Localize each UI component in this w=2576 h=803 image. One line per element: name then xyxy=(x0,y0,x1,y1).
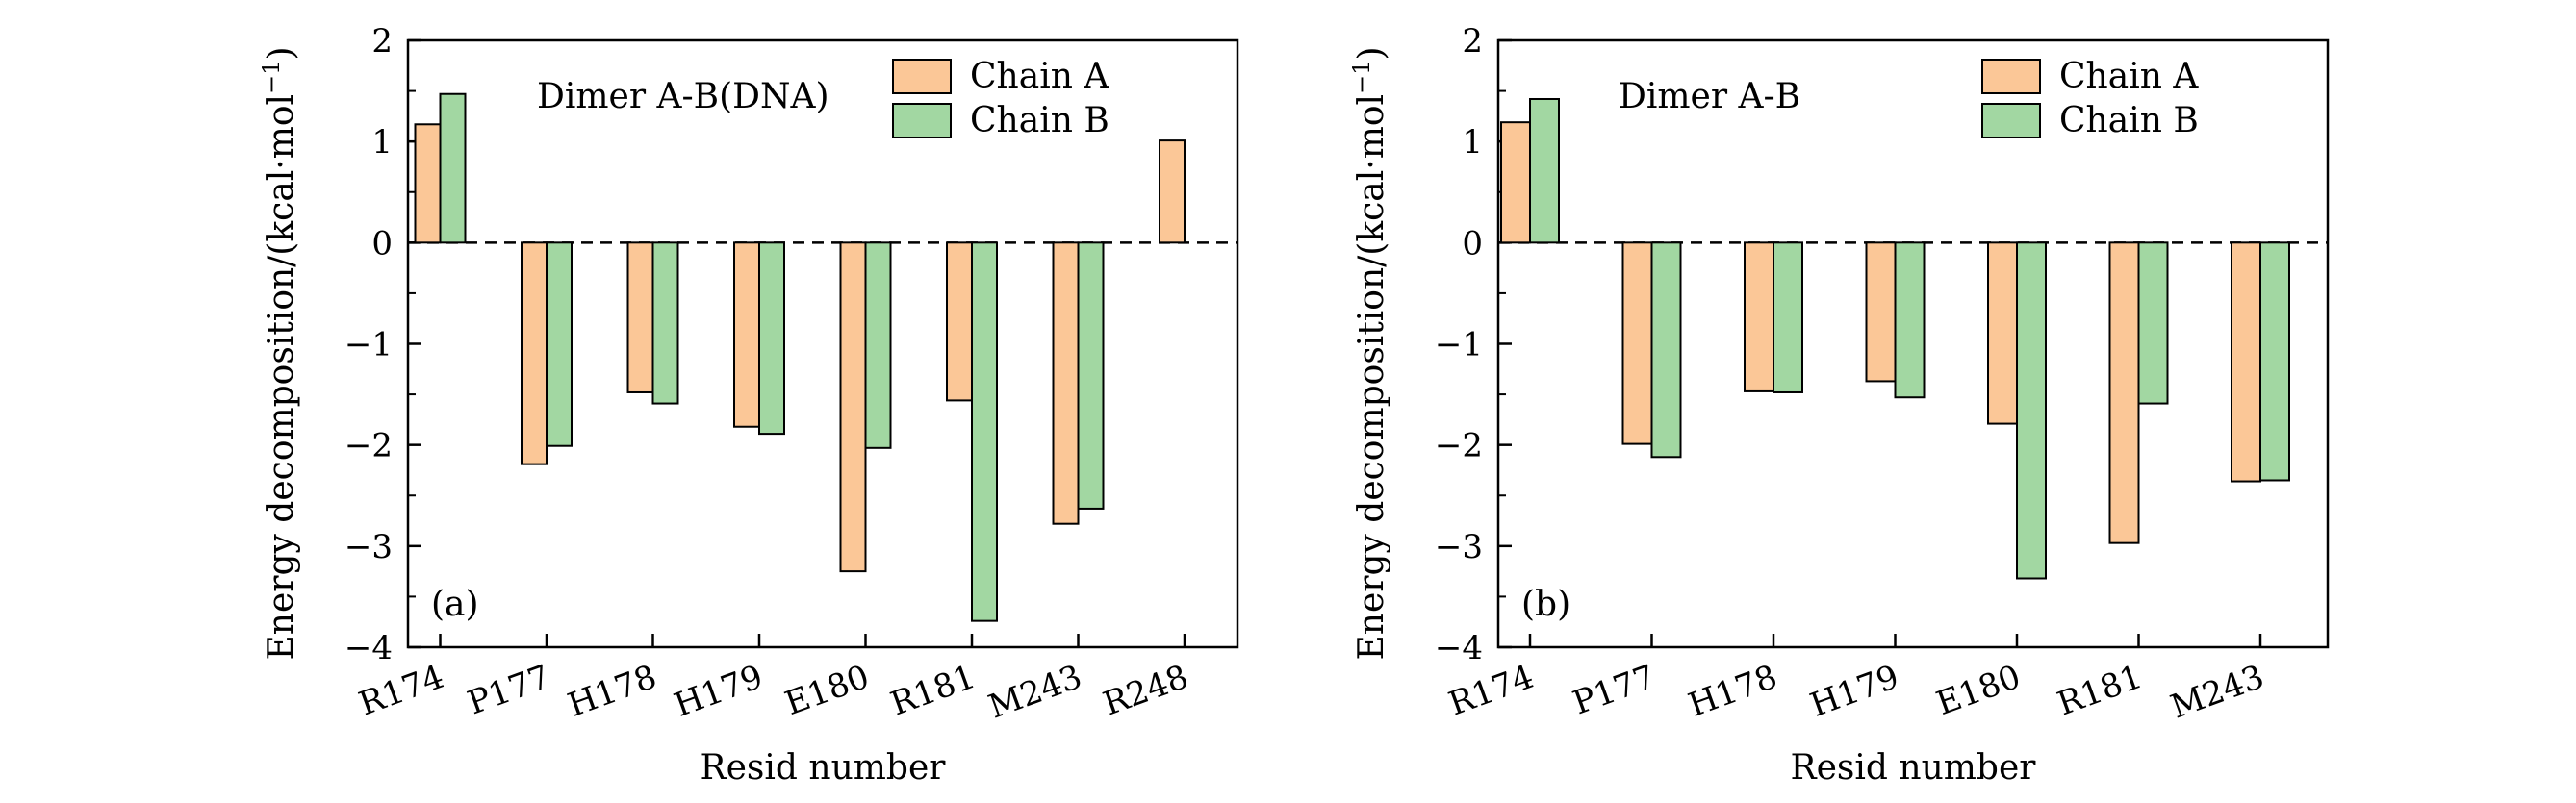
legend-swatch-chain-b xyxy=(892,103,952,138)
bar-chain-a-h179 xyxy=(1865,241,1897,383)
bar-chain-b-h178 xyxy=(651,241,679,405)
bar-chain-a-h178 xyxy=(1744,241,1774,392)
y-axis-title: Energy decomposition/(kcal·mol−1) xyxy=(1348,46,1391,660)
panel-label: (a) xyxy=(431,585,479,624)
bar-chain-a-r174 xyxy=(1500,121,1531,244)
bar-chain-b-r174 xyxy=(1529,97,1560,244)
legend-label-chain-b: Chain B xyxy=(970,101,1109,140)
x-tick-label: H179 xyxy=(670,658,769,725)
y-tick-label: 1 xyxy=(371,123,393,162)
y-tick-label: −3 xyxy=(1435,528,1483,566)
bar-chain-a-p177 xyxy=(1621,241,1653,445)
bar-chain-b-h179 xyxy=(758,241,785,436)
bar-chain-b-e180 xyxy=(864,241,892,449)
bar-chain-b-r181 xyxy=(2137,241,2169,405)
dimer-annotation: Dimer A-B(DNA) xyxy=(537,77,829,116)
y-axis-title-close: ) xyxy=(1352,46,1391,60)
bar-chain-a-h178 xyxy=(626,241,654,393)
bar-chain-b-r181 xyxy=(971,241,998,622)
bar-chain-a-r181 xyxy=(946,241,973,402)
x-tick-label: E180 xyxy=(1931,658,2026,723)
bar-chain-b-h179 xyxy=(1894,241,1926,399)
x-tick-label: R248 xyxy=(1098,658,1193,724)
y-tick-label: −4 xyxy=(344,629,393,667)
x-tick-label: P177 xyxy=(1568,658,1660,723)
y-axis-title-main: Energy decomposition/(kcal·mol xyxy=(1352,94,1391,661)
bar-chain-a-e180 xyxy=(1987,241,2018,425)
y-tick-label: −2 xyxy=(1435,427,1483,465)
x-tick-label: M243 xyxy=(2166,658,2269,727)
x-tick-label: R181 xyxy=(2053,658,2148,724)
legend-label-chain-b: Chain B xyxy=(2059,101,2199,140)
y-axis-title-exponent: −1 xyxy=(1348,61,1375,94)
x-axis-title: Resid number xyxy=(701,748,947,788)
bar-chain-a-m243 xyxy=(1052,241,1080,525)
y-axis-title-close: ) xyxy=(262,46,301,60)
x-tick-label: H178 xyxy=(1684,658,1783,725)
x-tick-label: M243 xyxy=(983,658,1086,727)
y-tick-label: 0 xyxy=(371,224,393,263)
bar-chain-a-e180 xyxy=(839,241,867,573)
x-tick-label: R174 xyxy=(354,658,449,724)
bar-chain-a-r248 xyxy=(1159,139,1186,244)
y-tick-label: −4 xyxy=(1435,629,1483,667)
dimer-annotation: Dimer A-B xyxy=(1619,77,1800,116)
bar-chain-a-h179 xyxy=(733,241,760,428)
bar-chain-a-r181 xyxy=(2108,241,2140,544)
x-tick-label: P177 xyxy=(463,658,555,723)
x-tick-label: R181 xyxy=(885,658,981,724)
panel-label: (b) xyxy=(1521,585,1570,624)
bar-chain-b-e180 xyxy=(2016,241,2047,580)
y-axis-title-main: Energy decomposition/(kcal·mol xyxy=(262,94,301,661)
bar-chain-a-m243 xyxy=(2231,241,2261,483)
bar-chain-b-m243 xyxy=(2259,241,2290,482)
legend-swatch-chain-a xyxy=(892,59,952,94)
bar-chain-b-r174 xyxy=(439,92,467,244)
bar-chain-b-p177 xyxy=(1650,241,1682,459)
x-axis-title: Resid number xyxy=(1791,748,2037,788)
legend-label-chain-a: Chain A xyxy=(2059,57,2199,96)
y-tick-label: 2 xyxy=(1462,22,1483,61)
legend-swatch-chain-a xyxy=(1981,59,2041,94)
y-tick-label: 0 xyxy=(1462,224,1483,263)
y-tick-label: 1 xyxy=(1462,123,1483,162)
y-tick-label: 2 xyxy=(371,22,393,61)
bar-chain-b-m243 xyxy=(1077,241,1105,510)
legend-swatch-chain-b xyxy=(1981,103,2041,138)
x-tick-label: H178 xyxy=(563,658,662,725)
y-tick-label: −2 xyxy=(344,427,393,465)
bar-chain-a-p177 xyxy=(521,241,548,465)
x-tick-label: R174 xyxy=(1443,658,1539,724)
legend-label-chain-a: Chain A xyxy=(970,57,1109,96)
y-axis-title: Energy decomposition/(kcal·mol−1) xyxy=(258,46,301,660)
y-tick-label: −1 xyxy=(1435,326,1483,364)
bar-chain-b-p177 xyxy=(546,241,573,447)
bar-chain-b-h178 xyxy=(1773,241,1803,393)
y-tick-label: −3 xyxy=(344,528,393,566)
bar-chain-a-r174 xyxy=(414,123,442,244)
x-tick-label: H179 xyxy=(1805,658,1904,725)
y-tick-label: −1 xyxy=(344,326,393,364)
x-tick-label: E180 xyxy=(780,658,875,723)
y-axis-title-exponent: −1 xyxy=(258,61,285,94)
